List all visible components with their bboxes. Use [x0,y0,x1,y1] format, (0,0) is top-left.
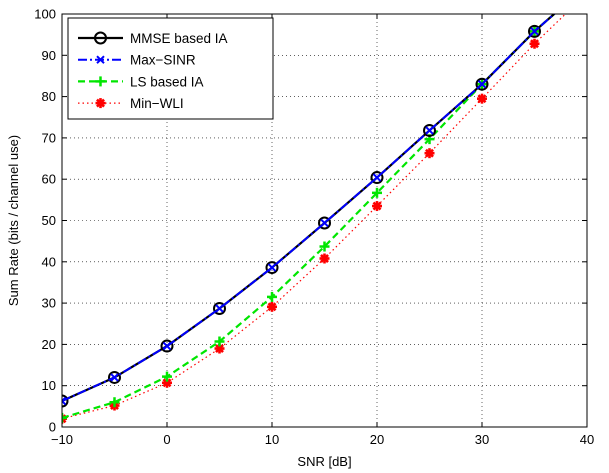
data-point-min-wli-stroke [215,344,224,353]
data-point-ls-based-ia [62,412,67,423]
data-point-min-wli-stroke [62,416,67,424]
y-tick-label: 100 [34,7,56,22]
x-axis-label: SNR [dB] [297,454,351,469]
y-tick-label: 0 [49,420,56,435]
data-point-ls-based-ia [214,336,225,347]
data-point-max-sinr [425,126,434,135]
data-point-max-sinr-stroke [320,218,329,228]
data-point-min-wli-stroke [530,39,539,49]
data-point-min-wli [372,201,382,212]
y-tick-label: 30 [42,296,56,311]
y-tick-label: 40 [42,254,56,269]
data-point-max-sinr-stroke [215,304,224,313]
data-point-max-sinr [162,341,172,351]
legend-label-min-wli: Min−WLI [130,96,184,111]
data-point-min-wli [267,301,277,312]
series-line-ls-based-ia [62,14,556,419]
legend-marker-max-sinr-stroke [96,55,105,64]
data-point-max-sinr [372,173,382,182]
x-tick-label: 30 [475,432,489,447]
legend-marker-ls-based-ia [95,76,106,87]
legend-label-ls-based-ia: LS based IA [130,74,204,89]
data-point-mmse-based-ia [62,394,69,408]
y-tick-label: 10 [42,378,56,393]
data-point-max-sinr [320,218,329,228]
data-point-max-sinr-stroke [372,173,382,182]
data-point-ls-based-ia [267,291,277,302]
y-axis-label: Sum Rate (bits / channel use) [6,135,21,306]
data-point-max-sinr [215,304,224,313]
data-point-mmse-based-ia [423,123,436,137]
y-tick-label: 50 [42,213,56,228]
y-tick-label: 80 [42,89,56,104]
y-tick-label: 20 [42,337,56,352]
x-tick-label: 0 [163,432,170,447]
y-tick-label: 70 [42,130,56,145]
data-point-max-sinr [267,263,277,272]
data-point-max-sinr [62,396,67,406]
data-point-mmse-based-ia [528,24,541,38]
x-tick-label: 20 [370,432,384,447]
data-point-min-wli-stroke [320,254,329,263]
y-tick-label: 60 [42,172,56,187]
data-point-max-sinr-stroke [267,263,277,272]
legend-label-max-sinr: Max−SINR [130,53,196,68]
data-point-max-sinr [477,80,487,89]
series-layer [62,14,567,424]
series-min-wli [62,14,567,424]
data-point-min-wli [529,38,540,49]
y-tick-label: 90 [42,48,56,63]
legend-label-mmse-based-ia: MMSE based IA [130,31,228,46]
legend-marker-max-sinr [96,55,105,64]
data-point-max-sinr-stroke [62,396,67,403]
data-point-max-sinr-stroke [477,80,487,89]
data-point-mmse-based-ia [213,301,226,315]
data-point-max-sinr-stroke [62,399,67,406]
x-tick-label: −10 [51,432,73,447]
data-point-ls-based-ia [319,241,330,252]
legend-marker-mmse-based-ia [94,31,107,45]
data-point-min-wli-stroke [267,302,277,312]
data-point-mmse-based-ia [108,370,121,384]
legend: MMSE based IA Max−SINR LS based IA Min−WLI [67,17,274,120]
data-point-mmse-based-ia [265,261,279,275]
data-point-min-wli [319,253,330,264]
data-point-max-sinr [530,27,539,36]
data-point-mmse-based-ia [318,216,331,230]
data-point-min-wli [477,93,487,104]
data-point-min-wli-stroke [425,148,434,158]
data-point-max-sinr-stroke [425,126,434,135]
data-point-min-wli [424,148,435,159]
data-point-mmse-based-ia [475,77,489,91]
data-point-ls-based-ia [109,397,120,408]
series-ls-based-ia [62,14,556,423]
data-point-ls-based-ia [372,187,382,198]
legend-marker-min-wli [95,98,106,109]
series-max-sinr [62,14,556,406]
data-point-mmse-based-ia [160,339,174,353]
data-point-ls-based-ia [162,371,172,382]
data-point-max-sinr-stroke [530,27,539,36]
data-point-max-sinr [110,373,119,382]
x-tick-label: 40 [580,432,594,447]
data-point-min-wli-stroke [162,378,172,388]
data-point-max-sinr-stroke [162,341,172,351]
legend-marker-min-wli-stroke [96,98,105,108]
data-point-mmse-based-ia [370,171,384,185]
data-point-min-wli-stroke [477,94,487,104]
x-tick-label: 10 [265,432,279,447]
data-point-max-sinr-stroke [110,373,119,382]
data-point-min-wli-stroke [372,201,382,211]
